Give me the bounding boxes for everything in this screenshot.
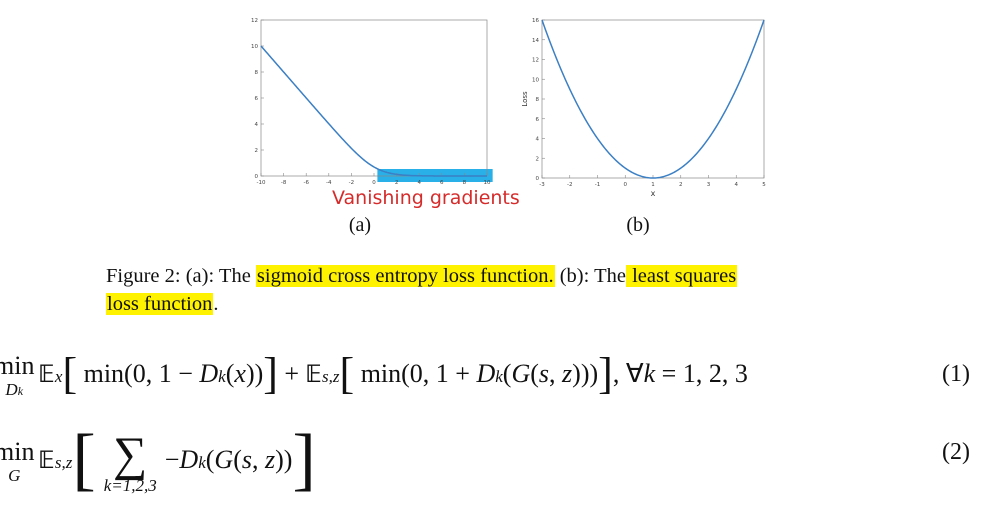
x-tick-label: 8 (463, 180, 467, 186)
caption-highlight-sigmoid: sigmoid cross entropy loss function. (255, 265, 555, 287)
loss-curve (260, 45, 487, 177)
figure-caption: Figure 2: (a): The sigmoid cross entropy… (106, 262, 906, 318)
equation-2: min G 𝔼s,z[∑ k=1,2,3 −Dk(G(s, z))] (2) (0, 420, 987, 500)
x-tick-label: 4 (417, 180, 421, 186)
x-tick-label: 5 (762, 182, 766, 188)
plot-frame (260, 19, 488, 177)
equation-number-2: (2) (942, 439, 970, 465)
x-axis-label: x (651, 189, 656, 198)
x-tick-label: -2 (567, 182, 572, 188)
eq1-expression: 𝔼x[ min(0, 1 − Dk(x))] + 𝔼s,z[ min(0, 1 … (38, 349, 748, 398)
eq1-min-operator: min Dk (0, 351, 35, 399)
caption-highlight-loss-function: loss function (106, 293, 214, 315)
x-tick-label: -10 (257, 180, 266, 186)
y-tick-label: 6 (255, 96, 259, 102)
caption-text-2: (b): The (554, 265, 626, 287)
x-tick-label: 0 (624, 182, 628, 188)
eq2-min-operator: min G (0, 437, 35, 485)
y-tick-label: 10 (251, 44, 258, 50)
x-tick-label: 2 (679, 182, 683, 188)
y-tick-label: 0 (536, 176, 540, 182)
y-tick-label: 8 (536, 97, 540, 103)
x-tick-label: -4 (326, 180, 332, 186)
panel-label-a: (a) (348, 214, 372, 236)
eq2-summation: ∑ k=1,2,3 (103, 427, 157, 495)
y-tick-label: 10 (532, 77, 539, 83)
x-tick-label: 10 (484, 180, 491, 186)
y-tick-label: 2 (536, 156, 540, 162)
caption-highlight-least-squares: least squares (625, 265, 738, 287)
y-tick-label: 12 (251, 18, 258, 24)
y-tick-label: 4 (255, 122, 259, 128)
y-tick-label: 14 (532, 38, 539, 44)
x-tick-label: 3 (707, 182, 711, 188)
x-tick-label: -3 (539, 182, 545, 188)
x-tick-label: 2 (395, 180, 399, 186)
equation-1: min Dk 𝔼x[ min(0, 1 − Dk(x))] + 𝔼s,z[ mi… (0, 342, 987, 406)
y-tick-label: 12 (532, 58, 539, 64)
x-tick-label: 6 (440, 180, 444, 186)
x-tick-label: -2 (349, 180, 354, 186)
y-tick-label: 16 (532, 18, 539, 24)
loss-curve (541, 19, 765, 179)
eq2-expression: 𝔼s,z[∑ k=1,2,3 −Dk(G(s, z))] (38, 421, 316, 498)
x-tick-label: 0 (372, 180, 376, 186)
caption-text-3: . (213, 293, 219, 315)
panel-label-b: (b) (626, 214, 650, 236)
y-tick-label: 8 (255, 70, 259, 76)
y-tick-label: 4 (536, 137, 540, 143)
caption-text-1: Figure 2: (a): The (106, 265, 256, 287)
y-axis-label: Loss (521, 91, 529, 107)
x-tick-label: 1 (651, 182, 655, 188)
x-tick-label: -1 (595, 182, 600, 188)
y-tick-label: 2 (255, 148, 259, 154)
y-tick-label: 0 (255, 174, 259, 180)
y-tick-label: 6 (536, 117, 540, 123)
x-tick-label: 4 (735, 182, 739, 188)
vanishing-gradients-annotation: Vanishing gradients (332, 187, 520, 209)
x-tick-label: -8 (281, 180, 287, 186)
x-tick-label: -6 (303, 180, 309, 186)
equation-number-1: (1) (942, 361, 970, 387)
